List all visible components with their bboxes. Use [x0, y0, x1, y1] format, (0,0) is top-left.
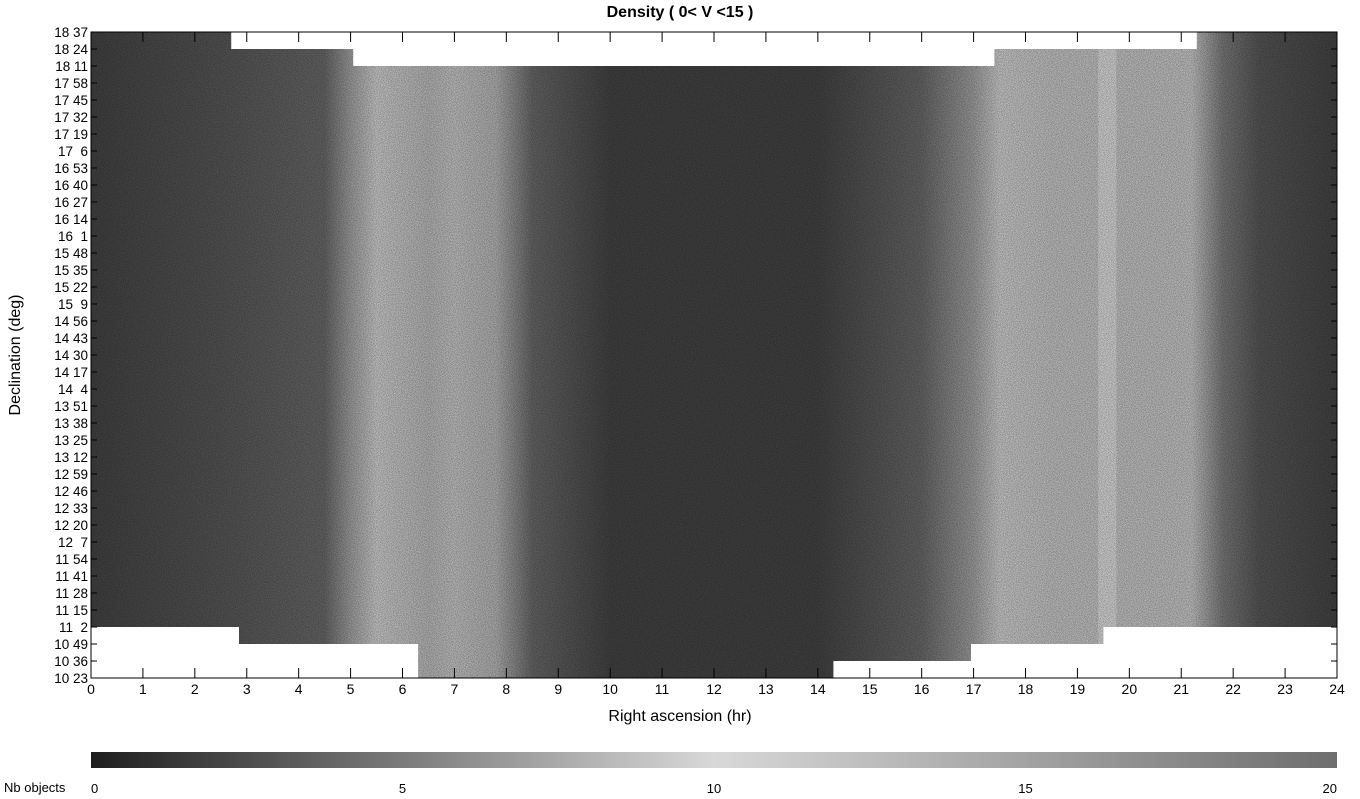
- y-tick-label: 11 41: [55, 569, 88, 584]
- y-tick-label: 10 49: [54, 637, 88, 652]
- x-tick-label: 1: [139, 681, 147, 697]
- x-tick-label: 0: [87, 681, 95, 697]
- x-tick-label: 23: [1277, 681, 1293, 697]
- y-tick-label: 17 6: [58, 144, 88, 159]
- colorbar-tick-label: 5: [399, 781, 406, 796]
- y-tick-label: 16 1: [58, 229, 88, 244]
- x-tick-label: 20: [1122, 681, 1138, 697]
- x-tick-label: 10: [602, 681, 618, 697]
- y-tick-label: 16 27: [54, 195, 88, 210]
- y-tick-label: 14 43: [54, 331, 88, 346]
- y-axis-ticks: 18 37 18 24 18 11 17 58 17 45 17 32 17 19 17 6 1…: [54, 25, 1337, 686]
- x-tick-label: 7: [451, 681, 459, 697]
- y-tick-label: 16 40: [54, 178, 88, 193]
- y-tick-label: 12 7: [58, 535, 88, 550]
- y-tick-label: 11 15: [55, 603, 88, 618]
- y-tick-label: 15 9: [58, 297, 88, 312]
- y-tick-label: 10 23: [54, 671, 88, 686]
- y-tick-label: 14 4: [58, 382, 89, 397]
- y-tick-label: 13 51: [54, 399, 88, 414]
- y-tick-label: 12 20: [54, 518, 88, 533]
- y-tick-label: 18 37: [54, 25, 88, 40]
- y-tick-label: 17 45: [54, 93, 88, 108]
- x-axis-ticks: 0 1 2 3 4 5 6 7 8 9 10 11 12 13 14 15 16 17 18 19 20 21 22 23 24: [87, 32, 1345, 697]
- y-tick-label: 15 35: [54, 263, 88, 278]
- y-tick-label: 13 12: [54, 450, 88, 465]
- y-tick-label: 18 11: [55, 59, 88, 74]
- y-tick-label: 11 2: [59, 620, 88, 635]
- y-tick-label: 14 56: [54, 314, 88, 329]
- x-tick-label: 14: [810, 681, 826, 697]
- x-tick-label: 16: [914, 681, 930, 697]
- y-tick-label: 13 25: [54, 433, 88, 448]
- y-tick-label: 17 19: [54, 127, 88, 142]
- heatmap-layer: [91, 32, 1337, 678]
- x-tick-label: 24: [1329, 681, 1345, 697]
- colorbar-tick-label: 10: [707, 781, 721, 796]
- colorbar-tick-label: 20: [1323, 781, 1337, 796]
- x-tick-label: 8: [502, 681, 510, 697]
- y-tick-label: 11 54: [55, 552, 88, 567]
- density-noise: [91, 32, 1337, 678]
- chart-title: Density ( 0< V <15 ): [606, 4, 754, 21]
- y-tick-label: 15 48: [54, 246, 88, 261]
- x-tick-label: 15: [862, 681, 878, 697]
- y-tick-label: 15 22: [54, 280, 88, 295]
- y-tick-label: 14 30: [54, 348, 88, 363]
- x-tick-label: 12: [706, 681, 722, 697]
- y-tick-label: 17 58: [54, 76, 88, 91]
- y-tick-label: 12 59: [54, 467, 88, 482]
- colorbar-tick-label: 0: [91, 781, 98, 796]
- y-tick-label: 13 38: [54, 416, 88, 431]
- colorbar-label: Nb objects: [4, 780, 66, 795]
- x-tick-label: 18: [1018, 681, 1034, 697]
- y-tick-label: 16 53: [54, 161, 88, 176]
- x-tick-label: 21: [1173, 681, 1189, 697]
- x-tick-label: 13: [758, 681, 774, 697]
- y-tick-label: 11 28: [55, 586, 88, 601]
- colorbar: 0 5 10 15 20: [91, 752, 1337, 796]
- x-tick-label: 6: [399, 681, 407, 697]
- y-tick-label: 10 36: [54, 654, 88, 669]
- x-tick-label: 11: [655, 681, 670, 697]
- y-tick-label: 17 32: [54, 110, 88, 125]
- y-axis-label: Declination (deg): [7, 294, 24, 416]
- x-tick-label: 2: [191, 681, 199, 697]
- x-tick-label: 4: [295, 681, 303, 697]
- x-tick-label: 9: [554, 681, 562, 697]
- colorbar-tick-label: 15: [1018, 781, 1032, 796]
- y-tick-label: 16 14: [54, 212, 88, 227]
- y-tick-label: 12 46: [54, 484, 88, 499]
- y-tick-label: 14 17: [54, 365, 88, 380]
- y-tick-label: 12 33: [54, 501, 88, 516]
- colorbar-gradient: [91, 752, 1337, 768]
- x-tick-label: 19: [1070, 681, 1086, 697]
- x-axis-label: Right ascension (hr): [608, 708, 752, 725]
- x-tick-label: 22: [1225, 681, 1241, 697]
- x-tick-label: 3: [243, 681, 251, 697]
- x-tick-label: 5: [347, 681, 355, 697]
- x-tick-label: 17: [966, 681, 982, 697]
- y-tick-label: 18 24: [54, 42, 88, 57]
